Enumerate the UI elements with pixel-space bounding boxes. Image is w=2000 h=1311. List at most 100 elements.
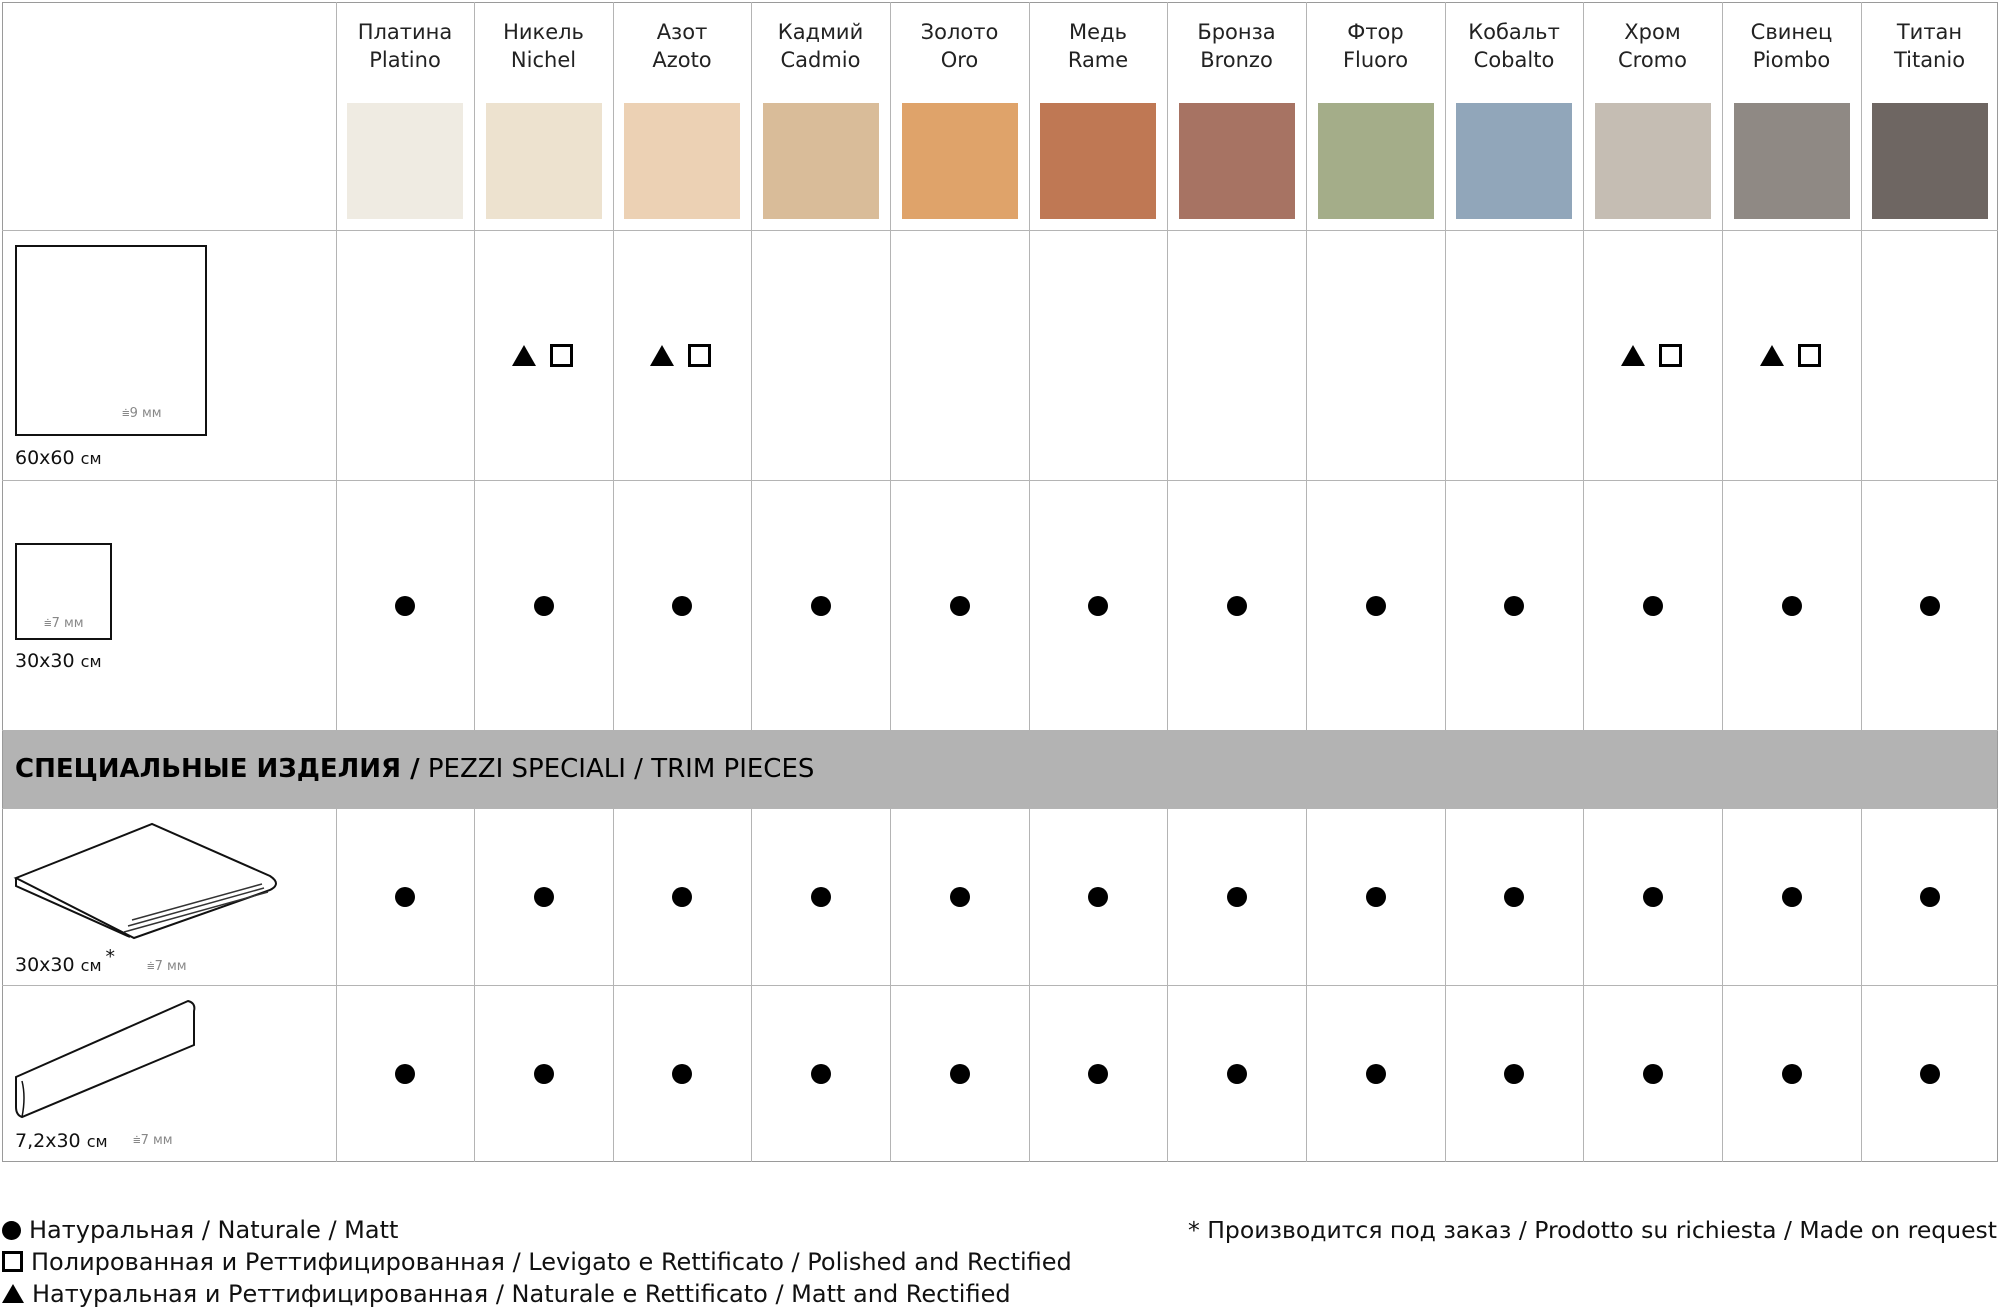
color-swatch-fluoro: [1317, 103, 1434, 219]
matt-dot-mark: [1088, 1064, 1108, 1084]
matt-dot-mark: [672, 596, 692, 616]
color-name-it: Cromo: [1618, 48, 1687, 72]
square-mark: [1658, 344, 1682, 367]
color-name-it: Titanio: [1893, 48, 1966, 72]
color-name-it: Bronzo: [1200, 48, 1273, 72]
color-header-cromo: Хром Cromo: [1584, 18, 1722, 74]
color-name-it: Rame: [1067, 48, 1129, 72]
column-divider: [474, 2, 475, 730]
matt-dot-mark: [672, 1064, 692, 1084]
column-divider: [751, 2, 752, 730]
matt-dot-mark: [395, 887, 415, 907]
legend-matt: Натуральная / Naturale / Matt: [2, 1214, 398, 1246]
color-swatch-oro: [901, 103, 1018, 219]
color-name-it: Nichel: [510, 48, 577, 72]
triangle-mark: [650, 345, 674, 366]
color-name-ru: Медь: [1069, 20, 1127, 44]
color-swatch-platino: [347, 103, 463, 219]
column-divider: [1167, 2, 1168, 730]
color-name-ru: Золото: [920, 20, 999, 44]
color-swatch-cobalto: [1456, 103, 1572, 219]
matt-dot-mark: [1504, 887, 1524, 907]
column-divider: [1445, 2, 1446, 730]
matt-dot-mark: [1642, 596, 1663, 616]
square-mark: [688, 344, 711, 367]
matt-dot-mark: [1781, 887, 1802, 907]
matt-dot-mark: [949, 596, 970, 616]
section-title: СПЕЦИАЛЬНЫЕ ИЗДЕЛИЯ / PEZZI SPECIALI / T…: [15, 754, 815, 784]
square-mark: [549, 344, 573, 367]
color-name-it: Cobalto: [1473, 48, 1555, 72]
matt-dot-mark: [395, 596, 415, 616]
matt-dot-mark: [1365, 887, 1386, 907]
color-header-cadmio: Кадмий Cadmio: [752, 18, 890, 74]
matt-dot-mark: [1642, 887, 1663, 907]
color-name-it: Oro: [940, 48, 979, 72]
matt-dot-mark: [1226, 596, 1247, 616]
matt-dot-mark: [1919, 596, 1940, 616]
matt-dot-mark: [1781, 596, 1802, 616]
legend-matt-rectified: Натуральная и Реттифицированная / Natura…: [2, 1278, 1011, 1310]
triangle-mark: [1620, 345, 1645, 366]
color-name-ru: Азот: [656, 20, 708, 44]
thickness-icon: ⩧: [147, 959, 155, 974]
column-divider: [1861, 2, 1862, 730]
tile-60x60-drawing: [15, 245, 207, 436]
color-name-ru: Кадмий: [777, 20, 864, 44]
color-swatch-piombo: [1733, 103, 1850, 219]
row-divider: [2, 808, 1998, 809]
matt-dot-mark: [1504, 596, 1524, 616]
color-header-bronzo: Бронза Bronzo: [1168, 18, 1306, 74]
matt-dot-mark: [810, 1064, 831, 1084]
legend-made-on-request: * Производится под заказ / Prodotto su r…: [1188, 1216, 1997, 1244]
color-swatch-bronzo: [1178, 103, 1295, 219]
column-divider: [890, 2, 891, 730]
thickness-icon: ⩧: [133, 1133, 141, 1148]
column-divider: [1583, 2, 1584, 730]
row-label-60x60: 60x60 см: [15, 447, 102, 469]
color-name-it: Platino: [369, 48, 441, 72]
color-name-ru: Платина: [357, 20, 453, 44]
color-name-ru: Бронза: [1197, 20, 1276, 44]
triangle-icon: [2, 1284, 24, 1303]
triangle-mark: [1759, 345, 1784, 366]
color-header-fluoro: Фтор Fluoro: [1307, 18, 1445, 74]
color-header-rame: Медь Rame: [1029, 18, 1167, 74]
skirting-drawing: [15, 999, 196, 1119]
column-divider: [1306, 2, 1307, 730]
matt-dot-mark: [810, 596, 831, 616]
matt-dot-mark: [949, 1064, 970, 1084]
asterisk: *: [105, 946, 116, 968]
step-tile-drawing: [13, 822, 277, 940]
color-name-ru: Титан: [1896, 20, 1963, 44]
color-swatch-azoto: [624, 103, 740, 219]
matt-dot-mark: [1781, 1064, 1802, 1084]
availability-table: [2, 2, 1998, 1162]
color-header-nichel: Никель Nichel: [475, 18, 613, 74]
color-header-piombo: Свинец Piombo: [1723, 18, 1861, 74]
color-name-ru: Свинец: [1750, 20, 1833, 44]
color-name-it: Cadmio: [780, 48, 861, 72]
column-divider: [1029, 2, 1030, 730]
thickness-icon: ⩧: [44, 616, 52, 631]
color-name-it: Azoto: [652, 48, 712, 72]
thickness-icon: ⩧: [122, 406, 130, 421]
color-swatch-nichel: [485, 103, 602, 219]
matt-dot-mark: [533, 1064, 554, 1084]
thickness-skirting: ⩧7 мм: [133, 1133, 173, 1148]
thickness-30x30: ⩧7 мм: [44, 616, 84, 631]
square-mark: [1797, 344, 1821, 367]
triangle-mark: [511, 345, 536, 366]
tile-30x30-drawing: [15, 543, 112, 640]
color-swatch-cromo: [1594, 103, 1711, 219]
matt-dot-mark: [1088, 887, 1108, 907]
row-label-step: 30x30 см *: [15, 946, 116, 976]
column-divider: [336, 2, 337, 730]
matt-dot-mark: [1365, 1064, 1386, 1084]
legend-polished: Полированная и Реттифицированная / Levig…: [2, 1246, 1072, 1278]
color-name-it: Piombo: [1752, 48, 1831, 72]
matt-dot-mark: [1919, 1064, 1940, 1084]
matt-dot-mark: [1919, 887, 1940, 907]
thickness-step: ⩧7 мм: [147, 959, 187, 974]
section-band: [3, 730, 1997, 808]
